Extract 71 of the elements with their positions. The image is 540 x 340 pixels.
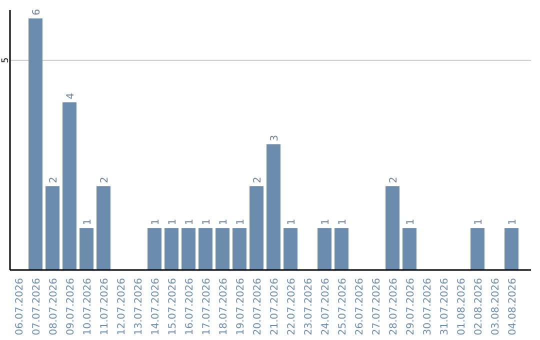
data-label: 2 xyxy=(48,176,60,184)
x-tick-label: 03.08.2026 xyxy=(490,278,502,336)
x-tick-label: 07.07.2026 xyxy=(32,278,42,336)
data-label: 2 xyxy=(388,176,400,184)
x-tick-label: 18.07.2026 xyxy=(218,278,230,336)
data-label: 1 xyxy=(474,218,484,226)
x-tick-label: 16.07.2026 xyxy=(184,278,196,336)
data-label: 1 xyxy=(184,218,196,226)
data-label: 1 xyxy=(82,218,94,226)
x-tick-label: 23.07.2026 xyxy=(304,278,314,336)
data-label: 1 xyxy=(508,218,518,226)
x-tick-label: 13.07.2026 xyxy=(134,278,144,336)
bar xyxy=(402,228,416,270)
bar xyxy=(386,186,400,270)
bar xyxy=(318,228,332,270)
data-label: 2 xyxy=(252,176,264,184)
data-label: 6 xyxy=(32,9,42,16)
data-label: 1 xyxy=(406,218,416,226)
data-label: 1 xyxy=(338,218,348,226)
x-tick-label: 28.07.2026 xyxy=(388,278,400,336)
data-label: 1 xyxy=(218,218,230,226)
bar xyxy=(266,144,280,270)
x-tick-label: 29.07.2026 xyxy=(406,278,416,336)
data-label: 1 xyxy=(202,218,212,226)
data-label: 2 xyxy=(100,176,110,184)
bar xyxy=(62,102,76,270)
bar xyxy=(80,228,94,270)
x-tick-label: 09.07.2026 xyxy=(66,278,76,336)
x-tick-label: 27.07.2026 xyxy=(372,278,382,336)
x-tick-label: 19.07.2026 xyxy=(236,278,246,336)
x-tick-label: 01.08.2026 xyxy=(456,278,468,336)
data-label: 1 xyxy=(150,218,162,226)
x-tick-label: 30.07.2026 xyxy=(422,278,434,336)
x-tick-label: 17.07.2026 xyxy=(202,278,212,336)
x-tick-label: 21.07.2026 xyxy=(270,278,280,336)
y-tick-label: 5 xyxy=(1,57,11,64)
x-tick-label: 02.08.2026 xyxy=(474,278,484,336)
data-label: 1 xyxy=(286,218,298,226)
x-tick-label: 04.08.2026 xyxy=(508,278,518,336)
bar xyxy=(334,228,348,270)
x-tick-label: 26.07.2026 xyxy=(354,278,366,336)
bar xyxy=(250,186,264,270)
bar xyxy=(46,186,60,270)
x-tick-label: 12.07.2026 xyxy=(116,278,128,336)
bar xyxy=(96,186,110,270)
bar xyxy=(232,228,246,270)
data-label: 1 xyxy=(320,218,332,226)
x-tick-label: 31.07.2026 xyxy=(440,278,450,336)
x-tick-label: 06.07.2026 xyxy=(14,278,26,336)
bar xyxy=(164,228,178,270)
x-tick-label: 10.07.2026 xyxy=(82,278,94,336)
x-tick-label: 08.07.2026 xyxy=(48,278,60,336)
bar xyxy=(198,228,212,270)
bar xyxy=(28,18,42,270)
bar xyxy=(470,228,484,270)
x-tick-label: 11.07.2026 xyxy=(100,278,110,336)
bar xyxy=(216,228,230,270)
data-label: 3 xyxy=(270,134,280,142)
data-label: 4 xyxy=(66,92,76,100)
bar xyxy=(504,228,518,270)
x-tick-label: 22.07.2026 xyxy=(286,278,298,336)
x-tick-label: 20.07.2026 xyxy=(252,278,264,336)
x-tick-label: 25.07.2026 xyxy=(338,278,348,336)
bar xyxy=(284,228,298,270)
data-label: 1 xyxy=(168,218,178,226)
bar xyxy=(182,228,196,270)
bar xyxy=(148,228,162,270)
x-tick-label: 24.07.2026 xyxy=(320,278,332,336)
data-label: 1 xyxy=(236,218,246,226)
x-tick-label: 14.07.2026 xyxy=(150,278,162,336)
x-tick-label: 15.07.2026 xyxy=(168,278,178,336)
